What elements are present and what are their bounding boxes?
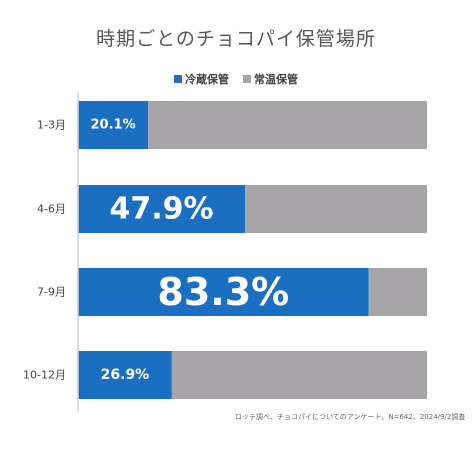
legend: 冷蔵保管 常温保管 <box>0 71 472 87</box>
bar-refrigerated <box>78 351 172 399</box>
data-label: 47.9% <box>110 192 214 227</box>
data-label: 26.9% <box>101 367 150 383</box>
bar-room-temp <box>245 185 427 233</box>
legend-item-refrigerated: 冷蔵保管 <box>174 71 229 87</box>
bar-refrigerated <box>78 185 246 233</box>
bar-room-temp <box>368 268 427 316</box>
legend-label-refrigerated: 冷蔵保管 <box>185 73 229 86</box>
data-label: 83.3% <box>157 270 289 314</box>
category-label: 4-6月 <box>37 203 66 216</box>
category-label: 1-3月 <box>37 119 66 132</box>
legend-label-room-temp: 常温保管 <box>254 73 298 86</box>
bar-refrigerated <box>78 101 149 149</box>
bar-refrigerated <box>78 268 369 316</box>
legend-item-room-temp: 常温保管 <box>243 71 298 87</box>
category-label: 7-9月 <box>37 286 66 299</box>
bar-room-temp <box>148 101 428 149</box>
category-label: 10-12月 <box>23 369 66 382</box>
source-note: ロッテ調べ、チョコパイについてのアンケート。N=642。2024/9/2調査 <box>235 413 466 421</box>
legend-swatch-refrigerated <box>174 75 182 83</box>
data-label: 20.1% <box>91 118 136 133</box>
chart-title: 時期ごとのチョコパイ保管場所 <box>96 28 376 50</box>
bar-room-temp <box>171 351 427 399</box>
legend-swatch-room-temp <box>243 75 251 83</box>
